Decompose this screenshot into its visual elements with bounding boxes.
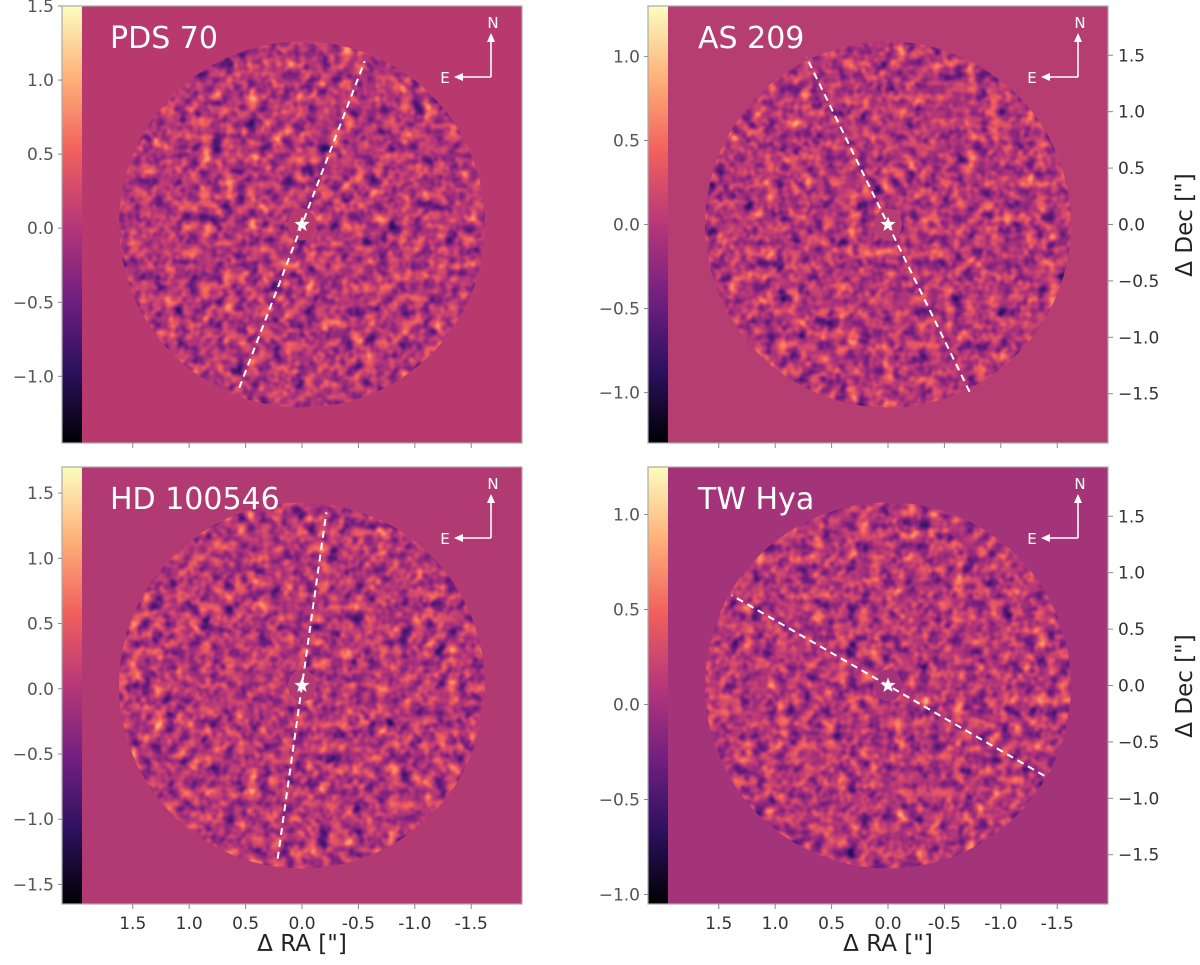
image-frame xyxy=(61,5,523,444)
compass: N E xyxy=(1027,475,1085,548)
dec-tick-label: 1.5 xyxy=(1118,46,1145,66)
dec-tick-label: 0.5 xyxy=(1118,620,1145,640)
colorbar xyxy=(648,467,668,904)
colorbar-tick-label: −0.5 xyxy=(13,745,54,765)
ra-tick-label: 1.5 xyxy=(119,914,146,934)
compass-east-label: E xyxy=(1027,530,1036,548)
colorbar xyxy=(62,6,82,443)
ra-tick-label: 0.5 xyxy=(232,914,259,934)
colorbar-tick-label: −1.0 xyxy=(599,886,640,906)
panel-as209: AS 209 N E 1.0 0.5 0.0 −0.5 −1.0 1.5 1.0 0.5 0.0… xyxy=(599,5,1159,448)
ra-tick-label: 1.0 xyxy=(176,914,203,934)
compass-north-label: N xyxy=(1074,475,1085,493)
panel-twhya: TW Hya N E 1.0 0.5 0.0 −0.5 −1.0 1.5 1.0 0.5 0.0… xyxy=(599,466,1159,934)
colorbar-tick-label: −0.5 xyxy=(599,300,640,320)
ra-tick-label: 1.0 xyxy=(762,914,789,934)
star-marker-icon xyxy=(294,677,310,692)
colorbar-tick-label: −1.5 xyxy=(13,875,54,895)
compass-north-label: N xyxy=(487,475,498,493)
colorbar xyxy=(62,467,82,904)
colorbar-tick-label: 0.5 xyxy=(27,615,54,635)
ra-tick-label: 0.5 xyxy=(818,914,845,934)
y-axis-label-top: Δ Dec ["] xyxy=(1172,173,1198,276)
colorbar-tick-label: 1.0 xyxy=(613,47,640,67)
dec-tick-label: 0.0 xyxy=(1118,677,1145,697)
colorbar-tick-label: 0.0 xyxy=(27,680,54,700)
colorbar-tick-label: 1.5 xyxy=(27,0,54,17)
compass-north-label: N xyxy=(1074,14,1085,32)
star-marker-icon xyxy=(880,216,896,231)
colorbar-tick-label: 0.5 xyxy=(27,145,54,165)
colorbar-tick-label: 0.5 xyxy=(613,601,640,621)
star-marker-icon xyxy=(880,677,896,692)
ra-tick-label: -1.0 xyxy=(984,914,1017,934)
dec-tick-label: −1.5 xyxy=(1118,846,1159,866)
dec-tick-label: −0.5 xyxy=(1118,733,1159,753)
image-frame xyxy=(61,466,523,905)
colorbar-tick-label: 0.5 xyxy=(613,131,640,151)
colorbar xyxy=(648,6,668,443)
panel-title: HD 100546 xyxy=(110,482,280,517)
dec-tick-label: 1.0 xyxy=(1118,103,1145,123)
dec-tick-label: −0.5 xyxy=(1118,272,1159,292)
ra-tick-label: -1.5 xyxy=(455,914,488,934)
colorbar-tick-label: 1.0 xyxy=(27,71,54,91)
panel-pds70: PDS 70 N E 1.5 1.0 0.5 0.0 −0.5 −1.0 xyxy=(13,0,523,448)
x-axis-label-left: Δ RA ["] xyxy=(257,931,347,957)
y-axis-label-bottom: Δ Dec ["] xyxy=(1172,634,1198,737)
x-axis-label-right: Δ RA ["] xyxy=(843,931,933,957)
ra-tick-label: -1.5 xyxy=(1041,914,1074,934)
colorbar-tick-label: 1.0 xyxy=(27,549,54,569)
colorbar-tick-label: −0.5 xyxy=(599,791,640,811)
compass-north-label: N xyxy=(487,14,498,32)
colorbar-tick-label: 0.0 xyxy=(27,219,54,239)
colorbar-tick-label: −1.0 xyxy=(599,384,640,404)
colorbar-tick-label: −1.0 xyxy=(13,810,54,830)
dec-tick-label: −1.5 xyxy=(1118,385,1159,405)
compass-east-label: E xyxy=(440,69,449,87)
compass: N E xyxy=(440,475,498,548)
panel-hd100546: HD 100546 N E 1.5 1.0 0.5 0.0 −0.5 −1.0 −1.5 1.… xyxy=(13,466,523,934)
compass: N E xyxy=(1027,14,1085,87)
colorbar-tick-label: 0.0 xyxy=(613,216,640,236)
colorbar-tick-label: 1.5 xyxy=(27,484,54,504)
colorbar-tick-label: 0.0 xyxy=(613,696,640,716)
dec-tick-label: 0.0 xyxy=(1118,216,1145,236)
colorbar-tick-label: 1.0 xyxy=(613,506,640,526)
compass-east-label: E xyxy=(440,530,449,548)
ra-tick-label: 0.0 xyxy=(874,914,901,934)
ra-tick-label: 1.5 xyxy=(705,914,732,934)
dec-tick-label: 0.5 xyxy=(1118,159,1145,179)
panel-title: TW Hya xyxy=(697,482,814,517)
dec-tick-label: 1.0 xyxy=(1118,564,1145,584)
dec-tick-label: −1.0 xyxy=(1118,328,1159,348)
dec-tick-label: 1.5 xyxy=(1118,507,1145,527)
ra-tick-label: -0.5 xyxy=(342,914,375,934)
star-marker-icon xyxy=(294,216,310,231)
colorbar-tick-label: −0.5 xyxy=(13,293,54,313)
ra-tick-label: -1.0 xyxy=(398,914,431,934)
ra-tick-label: -0.5 xyxy=(928,914,961,934)
compass: N E xyxy=(440,14,498,87)
colorbar-tick-label: −1.0 xyxy=(13,367,54,387)
dec-tick-label: −1.0 xyxy=(1118,789,1159,809)
panel-title: PDS 70 xyxy=(110,21,218,56)
compass-east-label: E xyxy=(1027,69,1036,87)
panel-title: AS 209 xyxy=(698,21,804,56)
ra-tick-label: 0.0 xyxy=(288,914,315,934)
